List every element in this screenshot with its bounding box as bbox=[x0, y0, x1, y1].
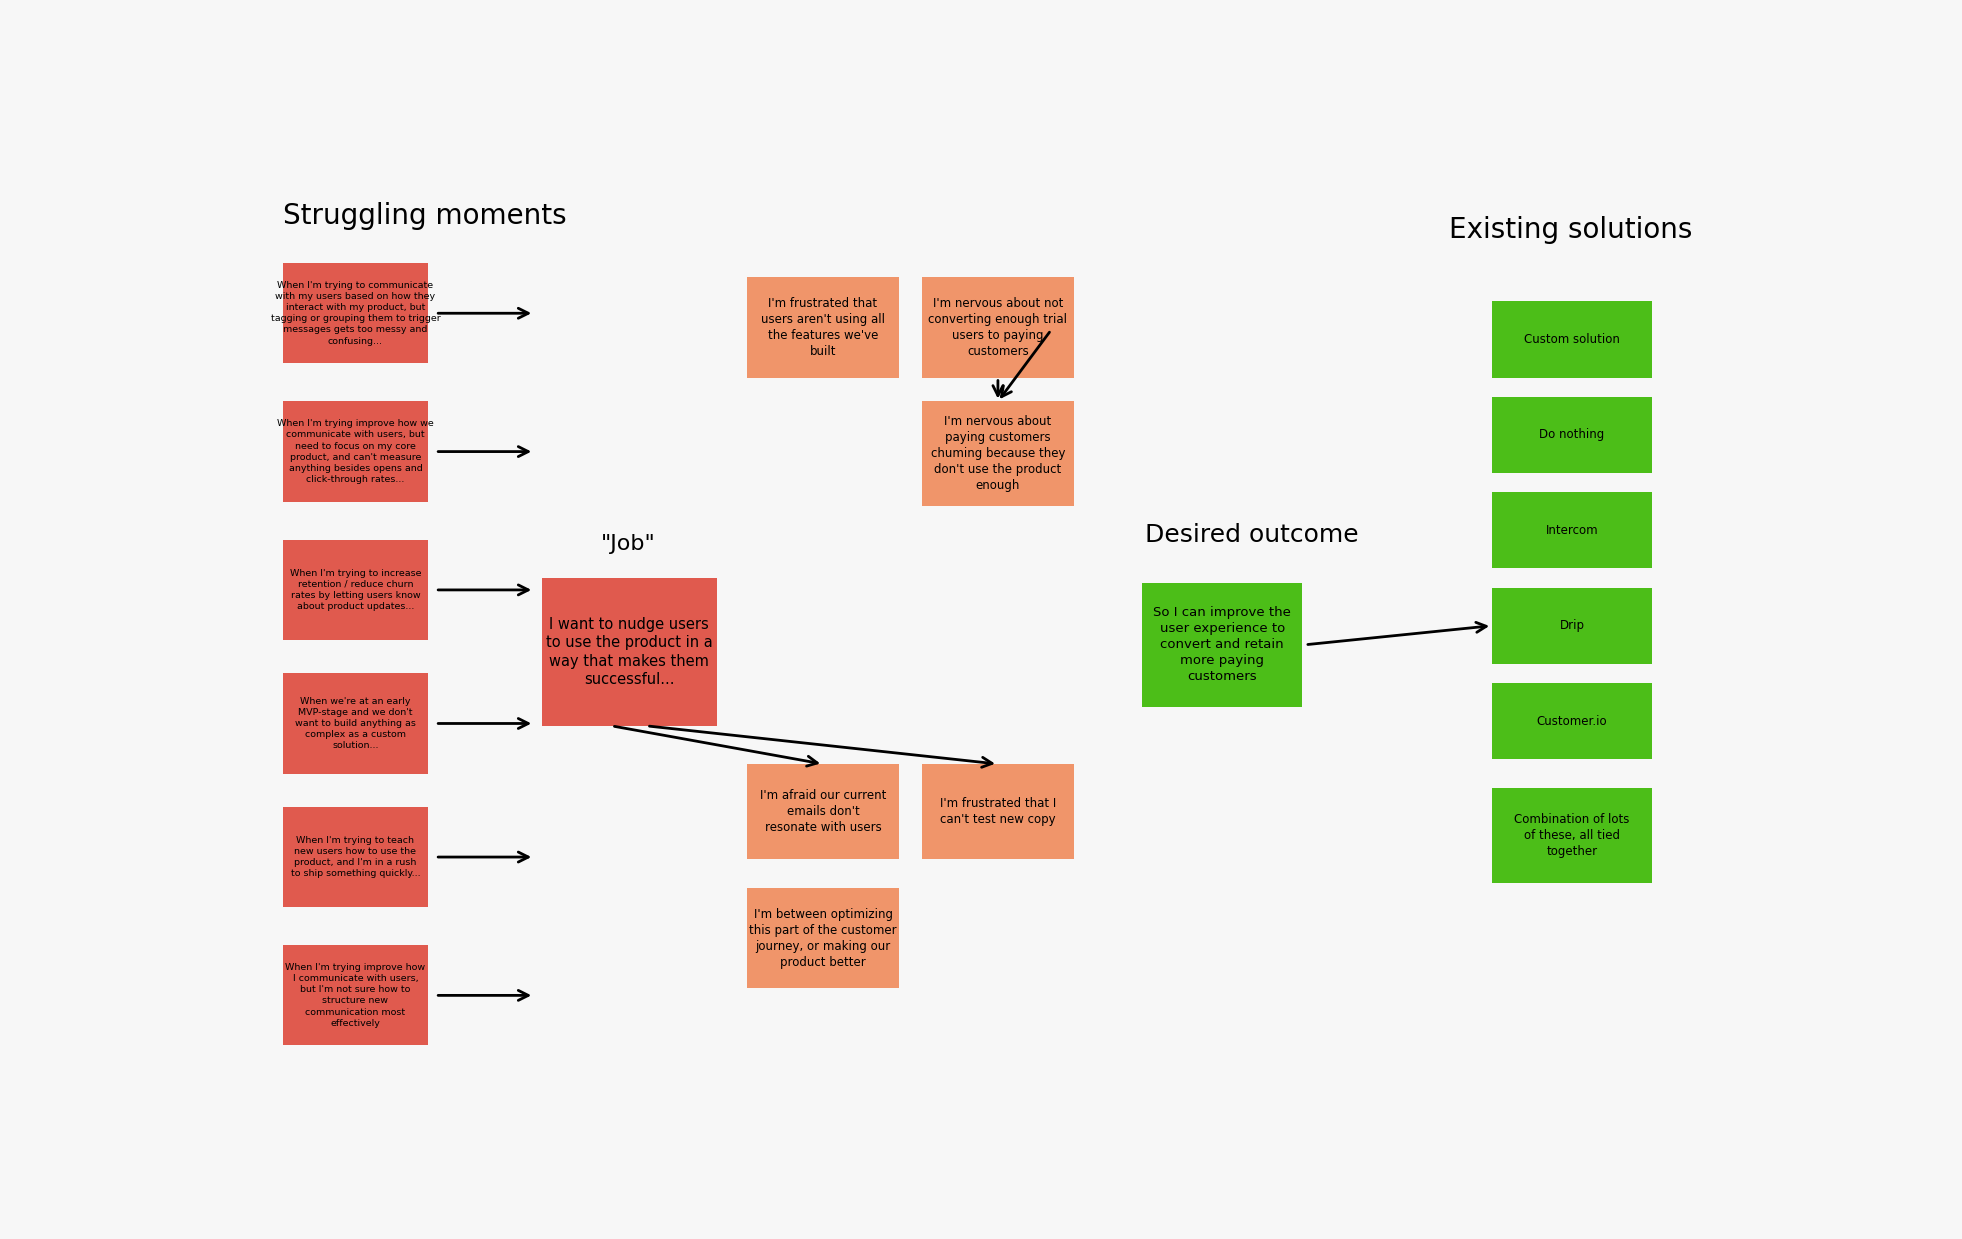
Text: Custom solution: Custom solution bbox=[1524, 333, 1621, 346]
FancyBboxPatch shape bbox=[283, 540, 428, 641]
Text: "Job": "Job" bbox=[600, 534, 655, 554]
FancyBboxPatch shape bbox=[922, 764, 1073, 860]
Text: When I'm trying improve how
I communicate with users,
but I'm not sure how to
st: When I'm trying improve how I communicat… bbox=[284, 963, 426, 1027]
Text: I want to nudge users
to use the product in a
way that makes them
successful...: I want to nudge users to use the product… bbox=[545, 617, 712, 688]
FancyBboxPatch shape bbox=[748, 278, 899, 378]
Text: Customer.io: Customer.io bbox=[1536, 715, 1607, 727]
FancyBboxPatch shape bbox=[542, 577, 716, 726]
Text: I'm afraid our current
emails don't
resonate with users: I'm afraid our current emails don't reso… bbox=[759, 789, 887, 834]
Text: So I can improve the
user experience to
convert and retain
more paying
customers: So I can improve the user experience to … bbox=[1154, 606, 1291, 683]
Text: I'm between optimizing
this part of the customer
journey, or making our
product : I'm between optimizing this part of the … bbox=[749, 908, 897, 969]
FancyBboxPatch shape bbox=[1491, 492, 1652, 569]
FancyBboxPatch shape bbox=[1491, 788, 1652, 883]
FancyBboxPatch shape bbox=[1491, 396, 1652, 473]
FancyBboxPatch shape bbox=[1142, 582, 1303, 706]
FancyBboxPatch shape bbox=[283, 807, 428, 907]
Text: I'm frustrated that I
can't test new copy: I'm frustrated that I can't test new cop… bbox=[940, 797, 1056, 826]
Text: Desired outcome: Desired outcome bbox=[1146, 523, 1360, 548]
FancyBboxPatch shape bbox=[283, 263, 428, 363]
Text: When we're at an early
MVP-stage and we don't
want to build anything as
complex : When we're at an early MVP-stage and we … bbox=[294, 696, 416, 750]
FancyBboxPatch shape bbox=[283, 401, 428, 502]
Text: Do nothing: Do nothing bbox=[1540, 429, 1605, 441]
Text: Intercom: Intercom bbox=[1546, 524, 1599, 536]
FancyBboxPatch shape bbox=[748, 888, 899, 989]
Text: When I'm trying to teach
new users how to use the
product, and I'm in a rush
to : When I'm trying to teach new users how t… bbox=[290, 836, 420, 878]
Text: When I'm trying improve how we
communicate with users, but
need to focus on my c: When I'm trying improve how we communica… bbox=[277, 419, 434, 484]
FancyBboxPatch shape bbox=[283, 674, 428, 773]
Text: I'm frustrated that
users aren't using all
the features we've
built: I'm frustrated that users aren't using a… bbox=[761, 297, 885, 358]
FancyBboxPatch shape bbox=[922, 401, 1073, 507]
FancyBboxPatch shape bbox=[1491, 301, 1652, 378]
Text: I'm nervous about
paying customers
chuming because they
don't use the product
en: I'm nervous about paying customers chumi… bbox=[930, 415, 1065, 492]
FancyBboxPatch shape bbox=[283, 945, 428, 1046]
Text: Combination of lots
of these, all tied
together: Combination of lots of these, all tied t… bbox=[1515, 813, 1630, 859]
FancyBboxPatch shape bbox=[1491, 683, 1652, 760]
Text: When I'm trying to increase
retention / reduce churn
rates by letting users know: When I'm trying to increase retention / … bbox=[290, 569, 422, 611]
FancyBboxPatch shape bbox=[1491, 587, 1652, 664]
Text: Drip: Drip bbox=[1560, 620, 1585, 632]
Text: Existing solutions: Existing solutions bbox=[1450, 216, 1693, 244]
Text: Struggling moments: Struggling moments bbox=[283, 202, 567, 229]
FancyBboxPatch shape bbox=[748, 764, 899, 860]
Text: When I'm trying to communicate
with my users based on how they
interact with my : When I'm trying to communicate with my u… bbox=[271, 281, 439, 346]
FancyBboxPatch shape bbox=[922, 278, 1073, 378]
Text: I'm nervous about not
converting enough trial
users to paying
customers: I'm nervous about not converting enough … bbox=[928, 297, 1067, 358]
